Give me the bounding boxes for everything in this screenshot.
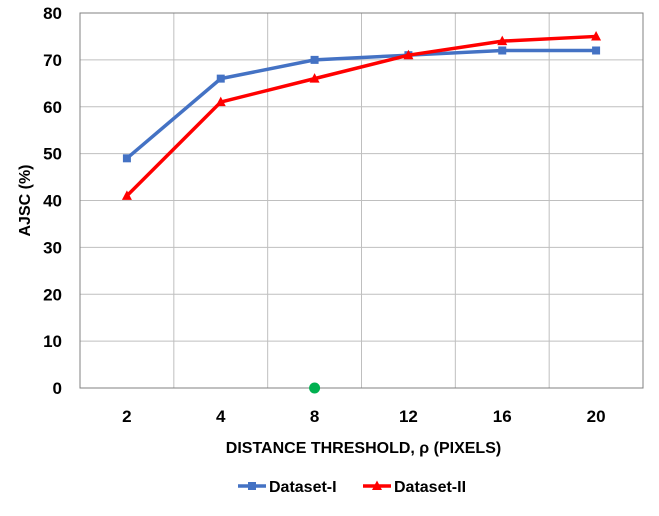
- legend-item-2: Dataset-II: [363, 479, 466, 496]
- y-tick-label: 70: [43, 51, 62, 70]
- y-tick-label: 60: [43, 98, 62, 117]
- data-point-marker: [121, 190, 132, 200]
- data-point-marker: [403, 49, 414, 60]
- series-2: [121, 30, 602, 200]
- x-tick-label: 2: [122, 407, 131, 426]
- y-tick-label: 0: [53, 379, 62, 398]
- y-tick-label: 20: [43, 285, 62, 304]
- highlight-dot: [309, 382, 321, 394]
- x-axis-ticks: 2 4 8 12 16 20: [122, 407, 605, 426]
- x-tick-label: 16: [493, 407, 512, 426]
- y-tick-label: 80: [43, 4, 62, 23]
- data-point-marker: [310, 55, 319, 64]
- data-point-marker: [309, 73, 320, 83]
- y-tick-label: 30: [43, 238, 62, 257]
- data-point-marker: [216, 74, 225, 83]
- y-tick-label: 10: [43, 332, 62, 351]
- legend-swatch-marker: [372, 480, 382, 490]
- y-axis-ticks: 0 10 20 30 40 50 60 70 80: [43, 4, 62, 398]
- legend-swatch-marker: [248, 482, 256, 490]
- x-axis-title: DISTANCE THRESHOLD, ρ (PIXELS): [226, 440, 501, 457]
- legend-item-1: Dataset-I: [238, 479, 337, 496]
- x-tick-label: 4: [216, 407, 226, 426]
- series-line: [125, 34, 598, 198]
- legend-label: Dataset-II: [394, 479, 466, 496]
- data-point-marker: [591, 30, 602, 41]
- data-point-marker: [215, 96, 226, 107]
- plot-frame: [79, 12, 644, 389]
- x-tick-label: 12: [399, 407, 418, 426]
- data-point-marker: [592, 46, 601, 55]
- y-tick-label: 40: [43, 192, 62, 211]
- data-point-marker: [122, 154, 131, 163]
- annotation-layer: [309, 382, 321, 394]
- x-tick-label: 20: [587, 407, 606, 426]
- data-point-marker: [497, 35, 508, 46]
- y-tick-label: 50: [43, 145, 62, 164]
- x-tick-label: 8: [310, 407, 319, 426]
- data-point-marker: [498, 46, 507, 55]
- y-axis-title: AJSC (%): [17, 164, 34, 236]
- legend: Dataset-I Dataset-II: [238, 479, 466, 496]
- series-layer: [121, 30, 602, 200]
- legend-label: Dataset-I: [269, 479, 337, 496]
- grid-lines: [80, 12, 643, 389]
- series-line: [125, 48, 598, 161]
